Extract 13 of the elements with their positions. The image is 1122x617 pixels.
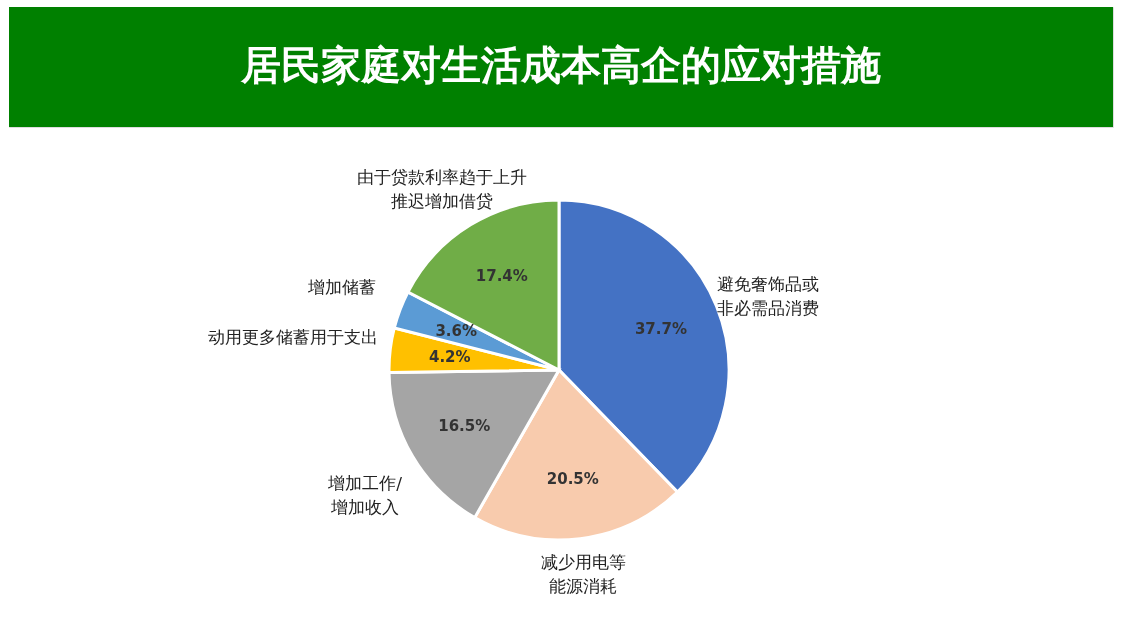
slice-label: 避免奢饰品或非必需品消费 [716,274,819,319]
slice-label: 动用更多储蓄用于支出 [207,327,378,348]
data-label: 17.4% [475,267,528,286]
data-label: 37.7% [634,319,687,338]
data-label: 4.2% [428,348,471,367]
data-label: 3.6% [435,321,477,340]
data-label: 20.5% [546,470,599,489]
chart-title: 居民家庭对生活成本高企的应对措施 [240,42,881,88]
slice-label: 由于贷款利率趋于上升推迟增加借贷 [356,166,527,211]
slice-label: 增加工作/增加收入 [327,473,403,518]
slice-label: 增加储蓄 [307,276,377,297]
data-label: 16.5% [438,416,491,435]
slice-label: 减少用电等能源消耗 [540,552,626,597]
